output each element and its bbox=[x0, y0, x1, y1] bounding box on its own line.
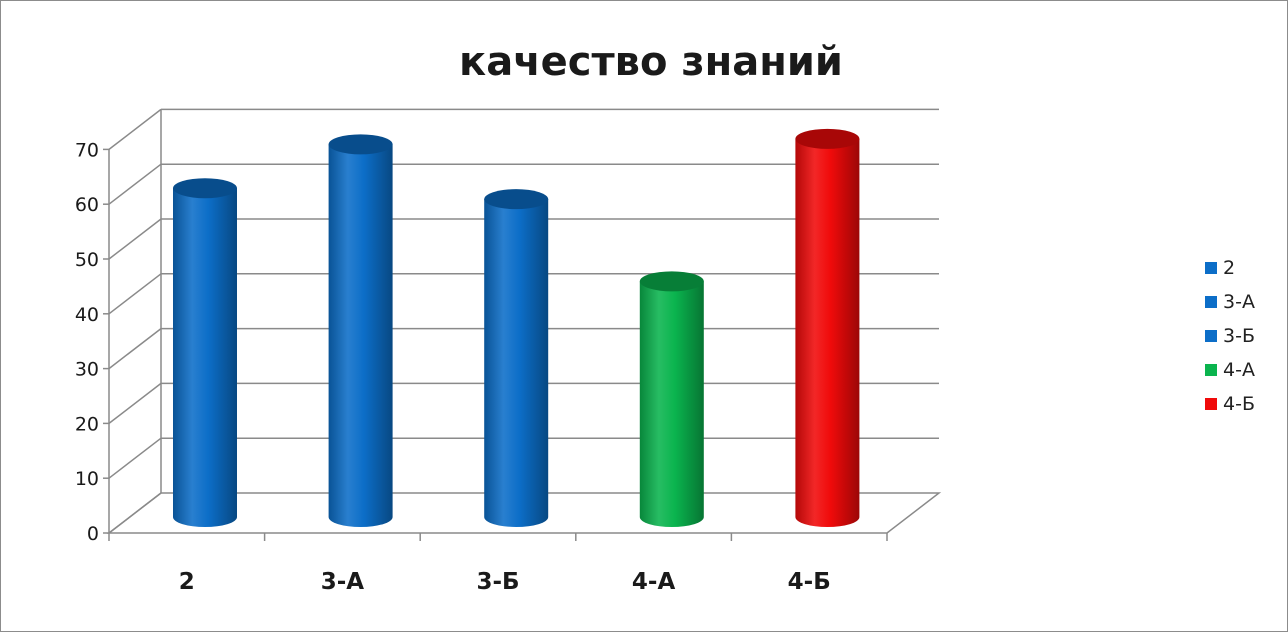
legend-item: 4-Б bbox=[1205, 387, 1255, 421]
y-tick-label: 10 bbox=[75, 468, 99, 490]
legend-item: 3-А bbox=[1205, 285, 1255, 319]
bar-cylinder-4-А bbox=[639, 271, 704, 527]
y-tick-label: 30 bbox=[75, 359, 99, 381]
bar-top bbox=[795, 128, 860, 149]
bar-cylinder-4-Б bbox=[795, 128, 860, 527]
bar-body bbox=[795, 138, 860, 527]
x-tick-label: 2 bbox=[179, 569, 195, 595]
legend-item: 2 bbox=[1205, 251, 1255, 285]
chart-title: качество знаний bbox=[459, 39, 843, 85]
gridline-diagonal bbox=[108, 328, 162, 370]
legend-item: 4-А bbox=[1205, 353, 1255, 387]
gridline-diagonal bbox=[108, 437, 162, 479]
gridline-diagonal bbox=[108, 218, 162, 260]
legend-swatch bbox=[1205, 398, 1217, 410]
bar-body bbox=[484, 199, 549, 527]
legend-label: 2 bbox=[1223, 257, 1236, 279]
bar-cylinder-2 bbox=[173, 178, 237, 527]
y-tick-label: 50 bbox=[75, 249, 99, 271]
y-tick-label: 20 bbox=[75, 413, 99, 435]
x-tick-label: 4-Б bbox=[788, 569, 831, 595]
gridline-diagonal bbox=[108, 163, 162, 205]
legend-label: 3-А bbox=[1223, 291, 1255, 313]
y-tick-label: 40 bbox=[75, 304, 99, 326]
chart-legend: 2 3-А 3-Б 4-А 4-Б bbox=[1205, 251, 1255, 421]
bar-cylinder-3-А bbox=[328, 134, 393, 528]
bar-top bbox=[484, 189, 549, 210]
gridline-diagonal bbox=[108, 382, 162, 424]
gridline-diagonal bbox=[108, 108, 162, 150]
legend-label: 3-Б bbox=[1223, 325, 1255, 347]
bar-cylinder-3-Б bbox=[484, 189, 549, 527]
legend-swatch bbox=[1205, 262, 1217, 274]
bar-body bbox=[639, 281, 704, 527]
y-tick-label: 70 bbox=[75, 139, 99, 161]
legend-swatch bbox=[1205, 296, 1217, 308]
legend-swatch bbox=[1205, 330, 1217, 342]
x-tick-label: 4-А bbox=[632, 569, 676, 595]
bar-top bbox=[173, 178, 237, 199]
bar-top bbox=[639, 271, 704, 292]
floor bbox=[106, 492, 942, 534]
bar-top bbox=[328, 134, 393, 155]
y-tick-label: 0 bbox=[87, 523, 99, 545]
y-tick-label: 60 bbox=[75, 194, 99, 216]
legend-label: 4-А bbox=[1223, 359, 1255, 381]
x-tick-label: 3-А bbox=[321, 569, 365, 595]
legend-item: 3-Б bbox=[1205, 319, 1255, 353]
legend-label: 4-Б bbox=[1223, 393, 1255, 415]
legend-swatch bbox=[1205, 364, 1217, 376]
gridline-diagonal bbox=[108, 273, 162, 315]
bar-body bbox=[328, 144, 393, 528]
bar-body bbox=[173, 188, 237, 527]
x-tick-label: 3-Б bbox=[476, 569, 519, 595]
